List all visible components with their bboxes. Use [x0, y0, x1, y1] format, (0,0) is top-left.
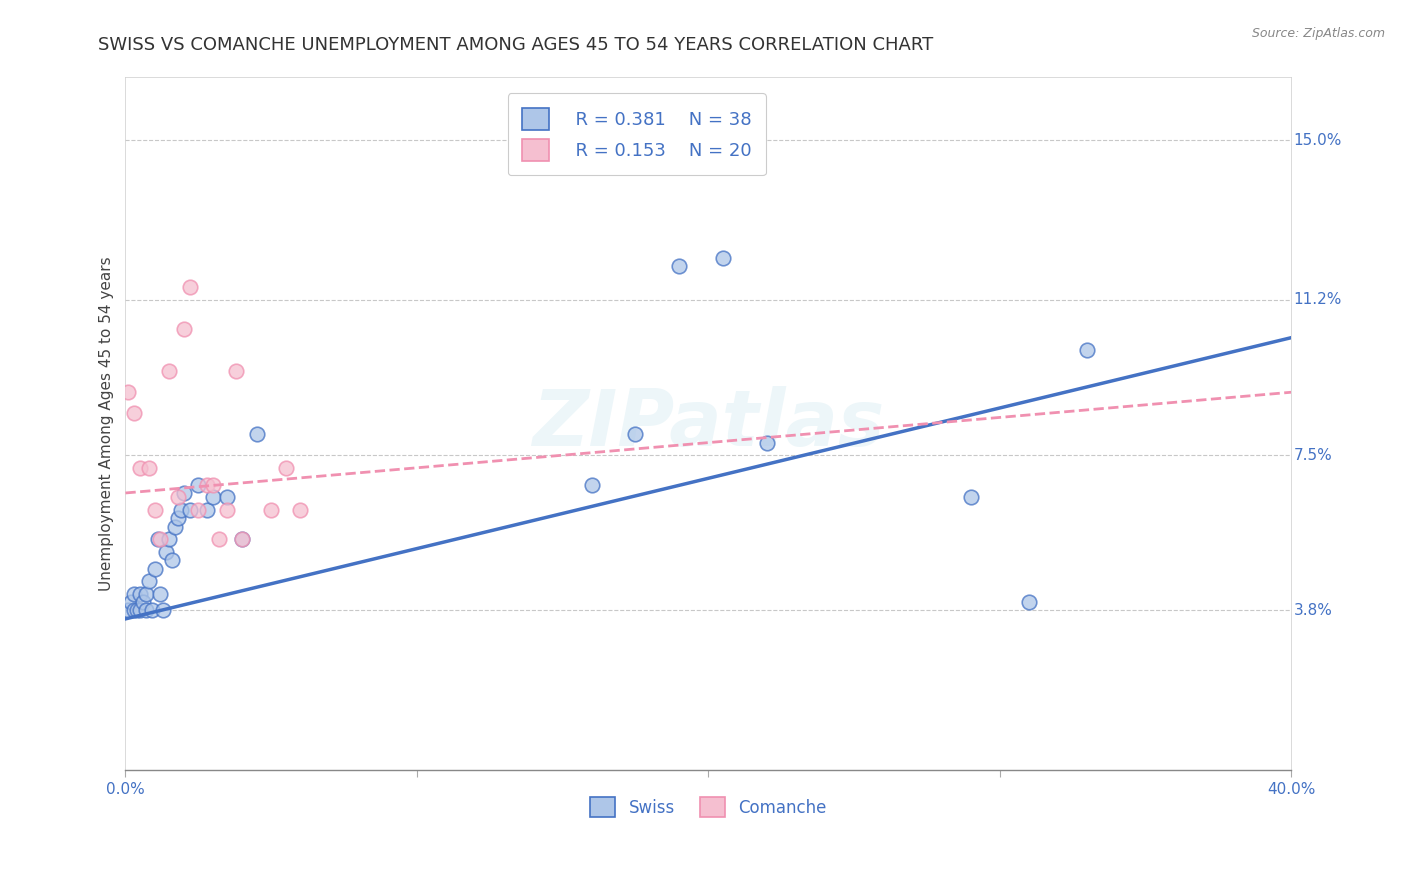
Y-axis label: Unemployment Among Ages 45 to 54 years: Unemployment Among Ages 45 to 54 years [100, 256, 114, 591]
Text: 11.2%: 11.2% [1294, 293, 1341, 308]
Point [173, 486, 195, 500]
Point [581, 477, 603, 491]
Point [163, 519, 186, 533]
Point [711, 251, 734, 265]
Point [179, 502, 201, 516]
Point [122, 603, 145, 617]
Point [149, 532, 172, 546]
Text: 7.5%: 7.5% [1294, 448, 1333, 463]
Point [624, 427, 647, 442]
Point [187, 502, 209, 516]
Point [129, 587, 152, 601]
Point [143, 502, 166, 516]
Point [135, 587, 157, 601]
Point [155, 545, 177, 559]
Point [160, 553, 183, 567]
Point [141, 603, 163, 617]
Point [146, 532, 169, 546]
Point [959, 490, 981, 504]
Point [135, 603, 157, 617]
Point [668, 260, 690, 274]
Legend: Swiss, Comanche: Swiss, Comanche [583, 790, 834, 824]
Point [138, 574, 160, 588]
Text: Source: ZipAtlas.com: Source: ZipAtlas.com [1251, 27, 1385, 40]
Point [143, 561, 166, 575]
Text: ZIPatlas: ZIPatlas [533, 385, 884, 462]
Point [217, 490, 239, 504]
Point [170, 502, 193, 516]
Point [201, 490, 224, 504]
Point [129, 460, 152, 475]
Point [195, 477, 218, 491]
Point [225, 364, 247, 378]
Point [132, 595, 155, 609]
Point [120, 595, 142, 609]
Point [122, 587, 145, 601]
Point [195, 502, 218, 516]
Point [201, 477, 224, 491]
Point [117, 385, 139, 400]
Text: 15.0%: 15.0% [1294, 133, 1341, 148]
Point [290, 502, 312, 516]
Point [157, 364, 180, 378]
Point [167, 490, 190, 504]
Point [129, 603, 152, 617]
Point [138, 460, 160, 475]
Point [1018, 595, 1040, 609]
Point [231, 532, 253, 546]
Point [127, 603, 149, 617]
Point [149, 587, 172, 601]
Point [167, 511, 190, 525]
Point [274, 460, 297, 475]
Point [117, 603, 139, 617]
Point [187, 477, 209, 491]
Point [122, 406, 145, 420]
Text: 3.8%: 3.8% [1294, 603, 1333, 618]
Point [208, 532, 231, 546]
Point [755, 435, 778, 450]
Point [231, 532, 253, 546]
Point [217, 502, 239, 516]
Point [157, 532, 180, 546]
Point [152, 603, 174, 617]
Text: SWISS VS COMANCHE UNEMPLOYMENT AMONG AGES 45 TO 54 YEARS CORRELATION CHART: SWISS VS COMANCHE UNEMPLOYMENT AMONG AGE… [98, 36, 934, 54]
Point [173, 322, 195, 336]
Point [246, 427, 269, 442]
Point [179, 280, 201, 294]
Point [260, 502, 283, 516]
Point [1076, 343, 1098, 358]
